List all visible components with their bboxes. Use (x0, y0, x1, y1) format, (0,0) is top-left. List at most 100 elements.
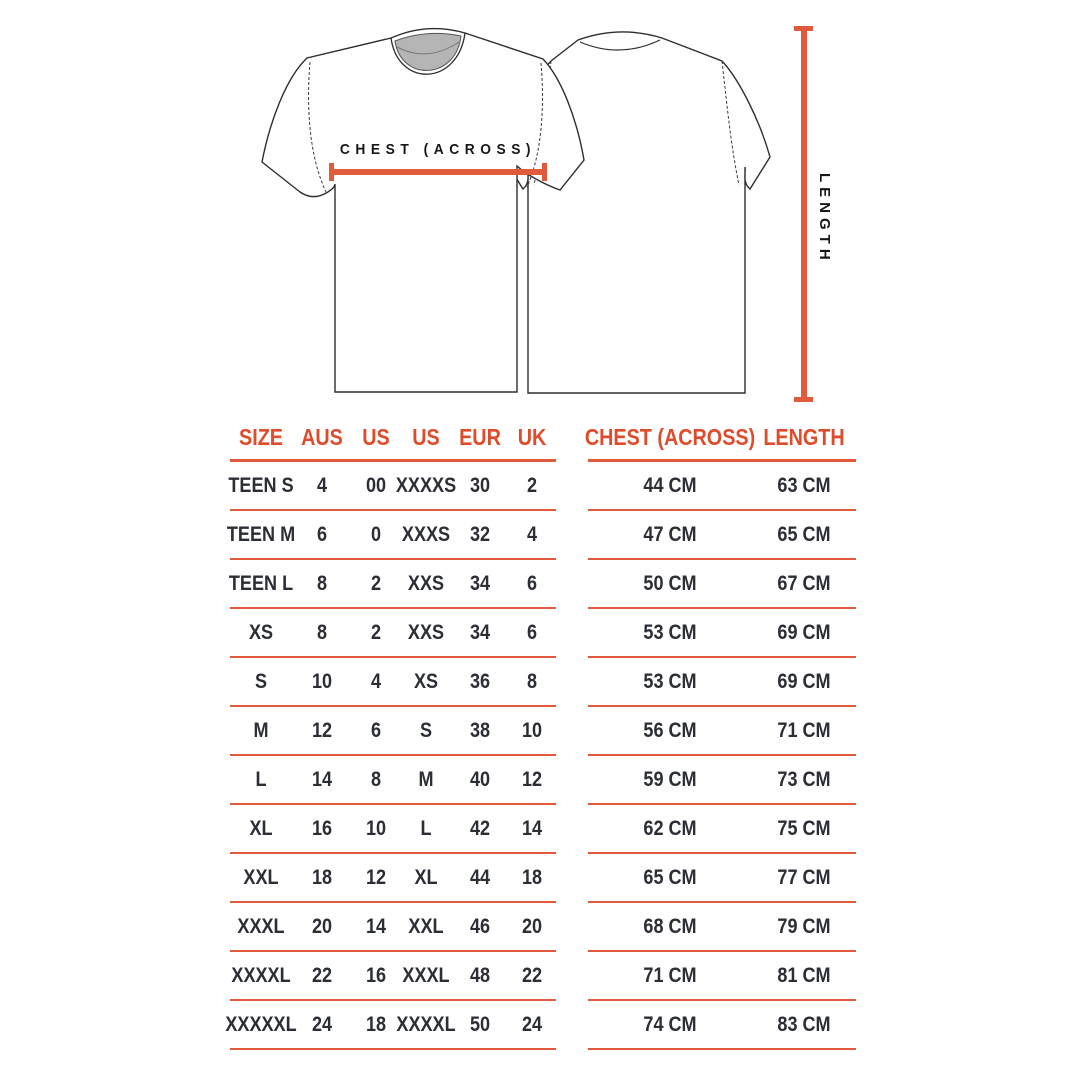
cell-eur: 38 (469, 718, 491, 742)
chest-line-right-cap (542, 163, 547, 181)
cell-chest: 65 CM (643, 865, 697, 889)
table-row: XXL 18 12 XL 44 18 (230, 854, 556, 903)
table-row: 71 CM 81 CM (588, 952, 856, 1001)
cell-us2: M (418, 767, 434, 791)
cell-aus: 8 (316, 620, 328, 644)
cell-us1: 6 (370, 718, 382, 742)
cell-chest: 50 CM (643, 571, 697, 595)
cell-length: 65 CM (777, 522, 831, 546)
cell-length: 75 CM (777, 816, 831, 840)
cell-uk: 6 (526, 620, 538, 644)
column-header-length: LENGTH (763, 423, 845, 450)
cell-chest: 59 CM (643, 767, 697, 791)
cell-size: M (253, 718, 269, 742)
cell-eur: 50 (469, 1012, 491, 1036)
table-row: XS 8 2 XXS 34 6 (230, 609, 556, 658)
cell-uk: 4 (526, 522, 538, 546)
cell-uk: 24 (521, 1012, 543, 1036)
tshirt-front-collar-inner (394, 32, 462, 71)
cell-aus: 22 (311, 963, 333, 987)
chest-measure-line (329, 163, 547, 181)
cell-us2: XXS (407, 571, 445, 595)
cell-uk: 18 (521, 865, 543, 889)
measurement-diagram: CHEST (ACROSS) LENGTH (0, 0, 1080, 415)
cell-us2: XL (414, 865, 438, 889)
table-row: 53 CM 69 CM (588, 609, 856, 658)
cell-aus: 16 (311, 816, 333, 840)
cell-eur: 30 (469, 473, 491, 497)
column-header-aus: AUS (301, 423, 343, 450)
cell-eur: 40 (469, 767, 491, 791)
table-row: 47 CM 65 CM (588, 511, 856, 560)
column-header-us1: US (362, 423, 390, 450)
cell-us1: 14 (365, 914, 387, 938)
cell-us2: XXXXL (396, 1012, 456, 1036)
tshirt-front-collar-rib-line (396, 41, 460, 55)
table-row: XL 16 10 L 42 14 (230, 805, 556, 854)
cell-us1: 8 (370, 767, 382, 791)
table-row: XXXXXL 24 18 XXXXL 50 24 (225, 1001, 556, 1050)
cell-us2: XXXXS (395, 473, 457, 497)
cell-aus: 18 (311, 865, 333, 889)
cell-uk: 14 (521, 816, 543, 840)
table-header-row: SIZE AUS US US EUR UK (230, 415, 556, 462)
tshirt-back-collar-seam (579, 39, 661, 51)
cell-size: XXL (243, 865, 279, 889)
table-row: TEEN M 6 0 XXXS 32 4 (226, 511, 556, 560)
cell-chest: 53 CM (643, 620, 697, 644)
cell-size: TEEN L (228, 571, 294, 595)
cell-us1: 10 (365, 816, 387, 840)
table-row: XXXXL 22 16 XXXL 48 22 (230, 952, 556, 1001)
cell-size: XXXXXL (225, 1012, 297, 1036)
cell-size: XL (249, 816, 273, 840)
cell-us2: XS (413, 669, 439, 693)
cell-length: 77 CM (777, 865, 831, 889)
table-row: XXXL 20 14 XXL 46 20 (230, 903, 556, 952)
table-header-row: CHEST (ACROSS) LENGTH (585, 415, 856, 462)
cell-us2: XXS (407, 620, 445, 644)
cell-eur: 48 (469, 963, 491, 987)
table-row: 68 CM 79 CM (588, 903, 856, 952)
cell-length: 81 CM (777, 963, 831, 987)
cell-size: TEEN M (226, 522, 296, 546)
cell-us1: 00 (365, 473, 387, 497)
cell-length: 79 CM (777, 914, 831, 938)
cell-chest: 56 CM (643, 718, 697, 742)
cell-size: L (255, 767, 267, 791)
cell-length: 69 CM (777, 620, 831, 644)
cell-aus: 20 (311, 914, 333, 938)
cell-chest: 74 CM (643, 1012, 697, 1036)
cell-eur: 44 (469, 865, 491, 889)
cell-chest: 62 CM (643, 816, 697, 840)
cell-aus: 4 (316, 473, 328, 497)
cell-aus: 12 (311, 718, 333, 742)
cell-us1: 0 (370, 522, 382, 546)
table-row: S 10 4 XS 36 8 (230, 658, 556, 707)
cell-aus: 24 (311, 1012, 333, 1036)
length-measure-label: LENGTH (816, 173, 833, 265)
tshirt-front-left-seam (308, 61, 327, 193)
cell-length: 73 CM (777, 767, 831, 791)
cell-length: 63 CM (777, 473, 831, 497)
table-row: L 14 8 M 40 12 (230, 756, 556, 805)
cell-eur: 32 (469, 522, 491, 546)
column-header-us2: US (412, 423, 440, 450)
chest-line-bar (331, 169, 545, 175)
cell-chest: 47 CM (643, 522, 697, 546)
cell-uk: 6 (526, 571, 538, 595)
cell-uk: 20 (521, 914, 543, 938)
cell-chest: 71 CM (643, 963, 697, 987)
cell-us1: 18 (365, 1012, 387, 1036)
cell-uk: 22 (521, 963, 543, 987)
table-row: 59 CM 73 CM (588, 756, 856, 805)
table-row: TEEN S 4 00 XXXXS 30 2 (228, 462, 556, 511)
tshirt-front-right-seam (526, 62, 543, 188)
table-row: 44 CM 63 CM (588, 462, 856, 511)
tshirt-back-right-seam (721, 60, 740, 186)
cell-us2: S (419, 718, 433, 742)
cell-aus: 6 (316, 522, 328, 546)
table-row: M 12 6 S 38 10 (230, 707, 556, 756)
cell-us1: 2 (370, 571, 382, 595)
